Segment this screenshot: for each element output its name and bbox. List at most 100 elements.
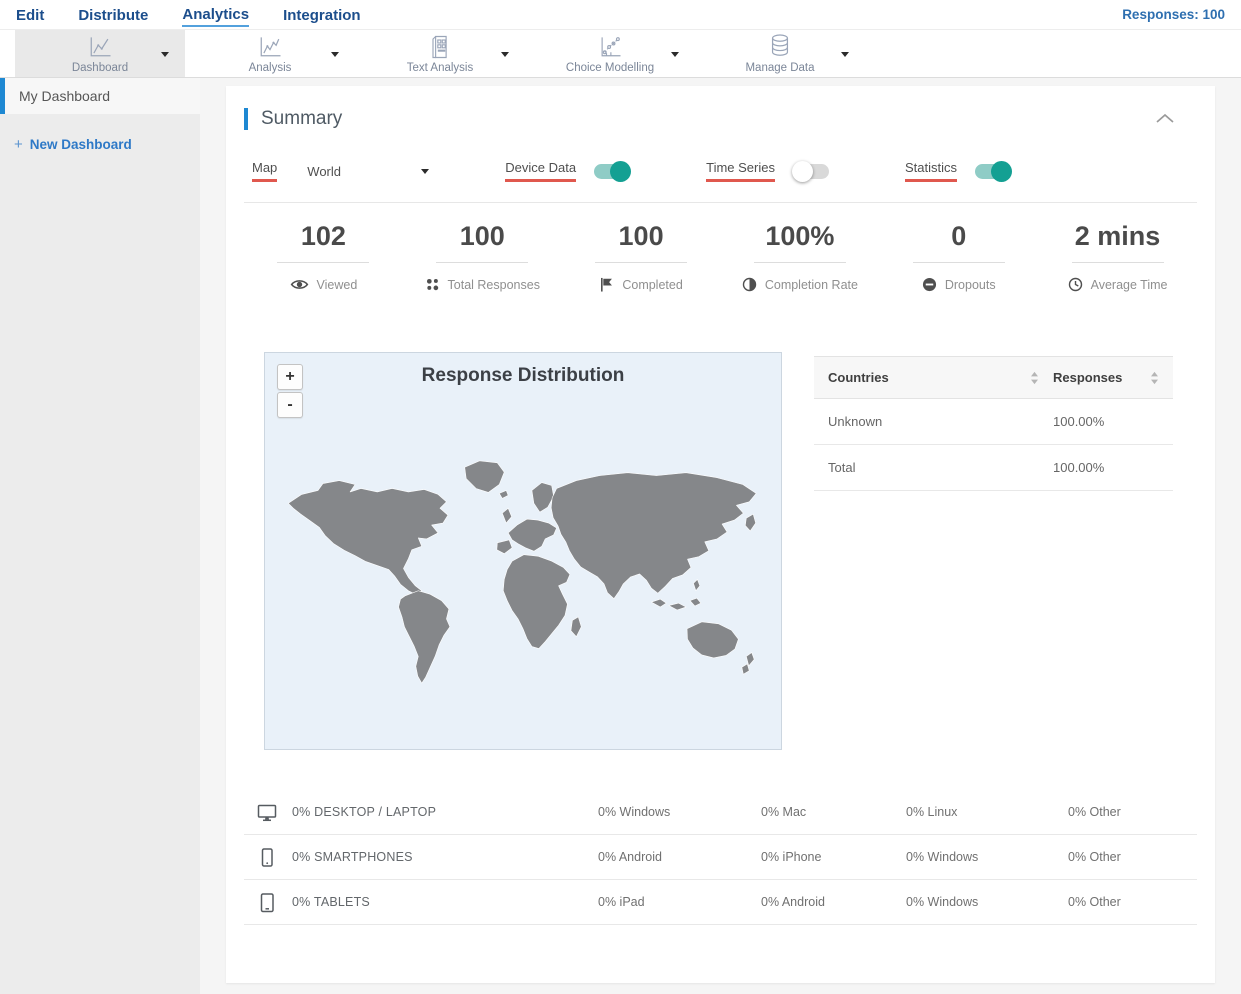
stat-label: Completion Rate: [764, 278, 858, 292]
table-row: Total 100.00%: [814, 445, 1173, 491]
world-map[interactable]: [276, 445, 770, 692]
chevron-down-icon: [421, 168, 430, 174]
accent-bar: [244, 108, 248, 130]
stat-value: 100: [459, 221, 505, 251]
table-row: 0% SMARTPHONES 0% Android 0% iPhone 0% W…: [244, 835, 1197, 880]
device-stat: 0% Mac: [761, 805, 807, 819]
country-name: Total: [828, 460, 856, 475]
stat-label: Viewed: [316, 278, 358, 292]
country-name: Unknown: [828, 414, 883, 429]
stat-completion-rate: 100% Completion Rate: [720, 221, 879, 294]
dots-grid-icon: [425, 276, 440, 294]
map-zoom-in-button[interactable]: +: [277, 364, 303, 390]
map-region-select[interactable]: World: [307, 163, 430, 179]
divider: [244, 202, 1197, 203]
stat-value: 100%: [765, 221, 835, 251]
device-data-label: Device Data: [505, 160, 577, 182]
device-stat: 0% Android: [598, 850, 662, 864]
stats-row: 102 Viewed 100: [244, 221, 1197, 294]
new-dashboard-label: New Dashboard: [29, 137, 132, 152]
device-stat: 0% Other: [1068, 895, 1121, 909]
database-icon: [766, 33, 794, 60]
map-zoom-out-button[interactable]: -: [277, 392, 303, 418]
toolbar-text-analysis[interactable]: Text Analysis: [355, 30, 525, 77]
map-region-value: World: [307, 163, 342, 179]
device-category: 0% DESKTOP / LAPTOP: [292, 805, 437, 819]
time-series-label: Time Series: [706, 160, 775, 182]
top-nav: Edit Distribute Analytics Integration Re…: [0, 0, 1241, 30]
table-row: 0% DESKTOP / LAPTOP 0% Windows 0% Mac 0%…: [244, 790, 1197, 835]
document-grid-icon: [426, 34, 454, 60]
scatter-chart-icon: [596, 34, 624, 60]
device-data-table: 0% DESKTOP / LAPTOP 0% Windows 0% Mac 0%…: [244, 790, 1197, 925]
stat-label: Average Time: [1090, 278, 1168, 292]
stat-label: Completed: [622, 278, 683, 292]
dashboard-sidebar: My Dashboard + New Dashboard: [0, 78, 200, 994]
countries-table: Countries Responses: [814, 356, 1173, 750]
map-label: Map: [252, 160, 278, 182]
stat-label: Total Responses: [447, 278, 540, 292]
device-stat: 0% iPhone: [761, 850, 822, 864]
line-chart-icon: [256, 34, 284, 60]
device-stat: 0% Other: [1068, 805, 1121, 819]
toolbar-item-label: Dashboard: [71, 61, 129, 74]
clock-icon: [1068, 276, 1083, 294]
nav-integration[interactable]: Integration: [283, 7, 361, 24]
device-stat: 0% Linux: [906, 805, 958, 819]
responses-column-header[interactable]: Responses: [1053, 370, 1123, 385]
toolbar-item-label: Analysis: [248, 61, 292, 74]
chevron-down-icon: [501, 52, 509, 57]
device-stat: 0% iPad: [598, 895, 645, 909]
toolbar-dashboard[interactable]: Dashboard: [15, 30, 185, 77]
chevron-down-icon: [331, 52, 339, 57]
time-series-toggle[interactable]: [791, 160, 829, 182]
device-category: 0% TABLETS: [292, 895, 370, 909]
nav-analytics[interactable]: Analytics: [182, 2, 250, 27]
collapse-chevron-up-icon[interactable]: [1155, 110, 1175, 128]
nav-distribute[interactable]: Distribute: [78, 7, 149, 24]
summary-panel: Summary Map World Device Data Time Serie…: [226, 86, 1215, 983]
toolbar-choice-modelling[interactable]: Choice Modelling: [525, 30, 695, 77]
sort-icon[interactable]: [1150, 371, 1159, 385]
new-dashboard-button[interactable]: + New Dashboard: [14, 136, 200, 153]
device-stat: 0% Windows: [598, 805, 671, 819]
summary-controls: Map World Device Data Time Series Statis…: [252, 160, 1197, 182]
device-stat: 0% Other: [1068, 850, 1121, 864]
responses-count: Responses: 100: [1122, 7, 1225, 22]
countries-table-header: Countries Responses: [814, 356, 1173, 399]
plus-icon: +: [14, 136, 23, 153]
stat-value: 0: [951, 221, 967, 251]
table-row: 0% TABLETS 0% iPad 0% Android 0% Windows…: [244, 880, 1197, 925]
country-responses: 100.00%: [1053, 460, 1105, 475]
stat-value: 2 mins: [1074, 221, 1161, 251]
map-title: Response Distribution: [421, 365, 625, 386]
chevron-down-icon: [671, 52, 679, 57]
eye-icon: [290, 276, 309, 294]
line-chart-icon: [86, 34, 114, 60]
chevron-down-icon: [841, 52, 849, 57]
flag-icon: [599, 276, 614, 294]
toolbar-manage-data[interactable]: Manage Data: [695, 30, 865, 77]
stat-total-responses: 100 Total Responses: [403, 221, 562, 294]
chevron-down-icon: [161, 52, 169, 57]
device-stat: 0% Windows: [906, 850, 979, 864]
stat-value: 100: [618, 221, 664, 251]
stat-average-time: 2 mins Average Time: [1038, 221, 1197, 294]
nav-edit[interactable]: Edit: [16, 7, 45, 24]
sort-icon[interactable]: [1030, 371, 1039, 385]
stat-label: Dropouts: [944, 278, 996, 292]
toolbar-analysis[interactable]: Analysis: [185, 30, 355, 77]
statistics-label: Statistics: [904, 160, 957, 182]
device-category: 0% SMARTPHONES: [292, 850, 413, 864]
toolbar-item-label: Choice Modelling: [565, 61, 655, 74]
half-circle-icon: [742, 276, 757, 294]
countries-column-header[interactable]: Countries: [828, 370, 889, 385]
sidebar-item-my-dashboard[interactable]: My Dashboard: [0, 78, 200, 114]
tablet-icon: [244, 892, 292, 913]
device-data-toggle[interactable]: [594, 160, 632, 182]
analytics-toolbar: Dashboard Analysis Text Analysis: [0, 30, 1241, 78]
statistics-toggle[interactable]: [975, 160, 1012, 182]
toolbar-item-label: Text Analysis: [406, 61, 474, 74]
minus-circle-icon: [922, 276, 937, 294]
panel-title: Summary: [261, 108, 343, 129]
